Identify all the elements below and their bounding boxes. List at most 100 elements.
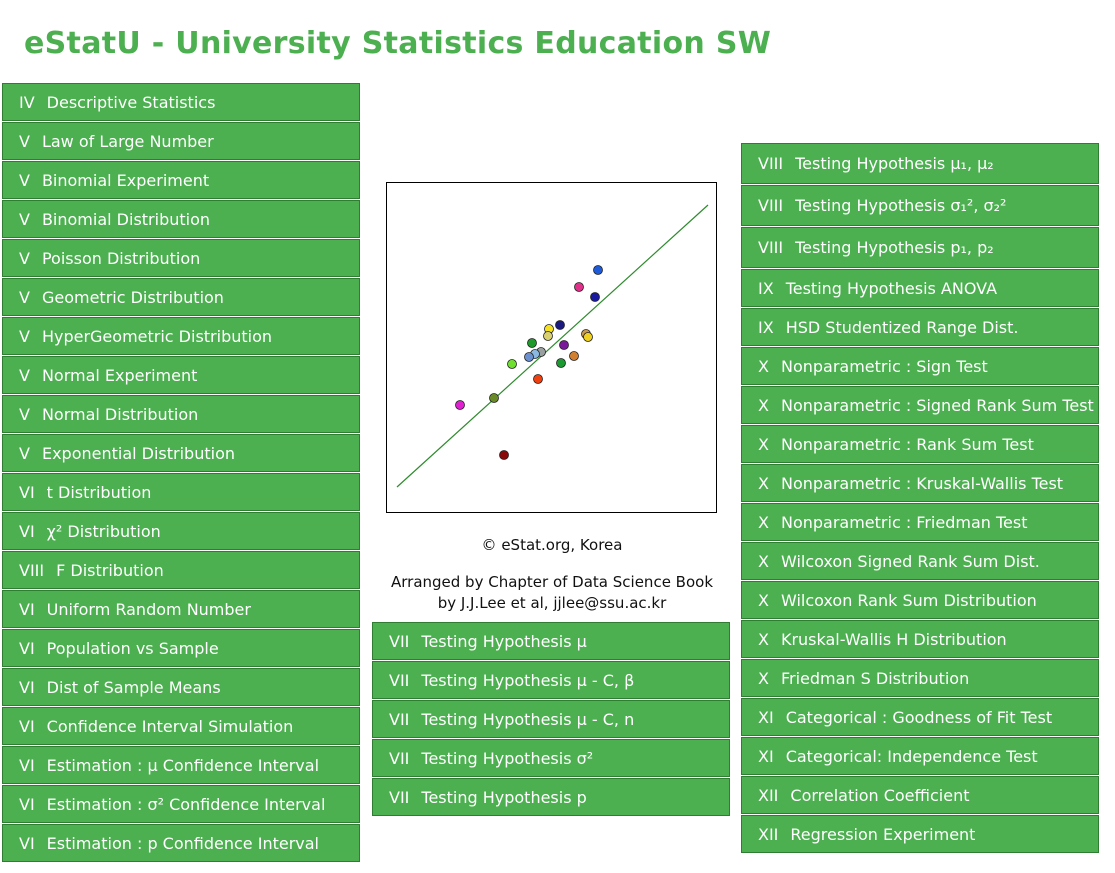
menu-button[interactable]: VII Testing Hypothesis μ [372,622,730,660]
menu-button[interactable]: VI Estimation : p Confidence Interval [2,824,360,862]
menu-label: F Distribution [56,560,164,580]
left-menu: IV Descriptive Statistics V Law of Large Nu… [2,83,360,863]
menu-button[interactable]: VIII F Distribution [2,551,360,589]
menu-button[interactable]: V Exponential Distribution [2,434,360,472]
menu-button[interactable]: VI Confidence Interval Simulation [2,707,360,745]
app-title: eStatU - University Statistics Education… [24,26,772,61]
menu-button[interactable]: VII Testing Hypothesis σ² [372,739,730,777]
menu-button[interactable]: V Binomial Experiment [2,161,360,199]
chapter: V [19,365,30,385]
menu-button[interactable]: IX Testing Hypothesis ANOVA [741,269,1099,307]
menu-label: Geometric Distribution [41,287,224,307]
logo-line [396,204,709,488]
menu-button[interactable]: V Law of Large Number [2,122,360,160]
chapter: X [758,395,769,415]
menu-label: Testing Hypothesis μ - C, n [421,709,635,729]
menu-button[interactable]: X Friedman S Distribution [741,659,1099,697]
chapter: VIII [758,196,784,215]
chapter: X [758,629,769,649]
middle-menu: VII Testing Hypothesis μ VII Testing Hypoth… [372,622,730,817]
menu-button[interactable]: XII Correlation Coefficient [741,776,1099,814]
chapter: IX [758,317,774,337]
menu-label: Nonparametric : Friedman Test [780,512,1028,532]
menu-button[interactable]: VI Estimation : μ Confidence Interval [2,746,360,784]
menu-button[interactable]: XI Categorical : Goodness of Fit Test [741,698,1099,736]
menu-label: Confidence Interval Simulation [46,716,294,736]
chapter: XII [758,824,779,844]
chapter: X [758,551,769,571]
menu-label: Nonparametric : Rank Sum Test [780,434,1034,454]
right-menu: VIII Testing Hypothesis μ₁, μ₂ VIII Testing… [741,143,1099,854]
menu-label: HyperGeometric Distribution [41,326,273,346]
menu-label: t Distribution [46,482,152,502]
menu-button[interactable]: VI Dist of Sample Means [2,668,360,706]
menu-button[interactable]: X Wilcoxon Rank Sum Distribution [741,581,1099,619]
chapter: XI [758,746,774,766]
chapter: V [19,248,30,268]
chapter: X [758,512,769,532]
menu-label: Testing Hypothesis ANOVA [785,278,998,298]
menu-label: Estimation : p Confidence Interval [46,833,319,853]
chapter: IV [19,92,35,112]
menu-button[interactable]: X Nonparametric : Sign Test [741,347,1099,385]
chapter: X [758,473,769,493]
chapter: VIII [758,154,784,173]
credit-line: Arranged by Chapter of Data Science Book [390,573,714,591]
menu-button[interactable]: XI Categorical: Independence Test [741,737,1099,775]
menu-button[interactable]: VIII Testing Hypothesis μ₁, μ₂ [741,143,1099,184]
logo-dots [455,265,603,460]
menu-button[interactable]: VI χ² Distribution [2,512,360,550]
menu-label: Testing Hypothesis μ [421,631,587,651]
chapter: VII [389,709,410,729]
menu-button[interactable]: VII Testing Hypothesis μ - C, n [372,700,730,738]
menu-label: Nonparametric : Sign Test [780,356,988,376]
menu-button[interactable]: VII Testing Hypothesis μ - C, β [372,661,730,699]
menu-button[interactable]: V Binomial Distribution [2,200,360,238]
menu-label: Wilcoxon Signed Rank Sum Dist. [780,551,1040,571]
menu-button[interactable]: VI Estimation : σ² Confidence Interval [2,785,360,823]
menu-label: Binomial Distribution [41,209,211,229]
menu-button[interactable]: VI Uniform Random Number [2,590,360,628]
menu-button[interactable]: X Kruskal-Wallis H Distribution [741,620,1099,658]
menu-button[interactable]: V Normal Distribution [2,395,360,433]
menu-label: Correlation Coefficient [790,785,970,805]
menu-button[interactable]: V Normal Experiment [2,356,360,394]
menu-button[interactable]: V Geometric Distribution [2,278,360,316]
menu-button[interactable]: VI Population vs Sample [2,629,360,667]
menu-button[interactable]: IX HSD Studentized Range Dist. [741,308,1099,346]
menu-button[interactable]: IV Descriptive Statistics [2,83,360,121]
menu-button[interactable]: X Nonparametric : Signed Rank Sum Test [741,386,1099,424]
menu-button[interactable]: X Wilcoxon Signed Rank Sum Dist. [741,542,1099,580]
menu-label: Testing Hypothesis μ₁, μ₂ [795,154,994,173]
chapter: V [19,170,30,190]
menu-label: Binomial Experiment [41,170,210,190]
menu-label: Testing Hypothesis p [421,787,587,807]
menu-button[interactable]: X Nonparametric : Kruskal-Wallis Test [741,464,1099,502]
menu-button[interactable]: VIII Testing Hypothesis σ₁², σ₂² [741,185,1099,226]
chapter: VI [19,521,35,541]
chapter: VI [19,716,35,736]
menu-button[interactable]: V HyperGeometric Distribution [2,317,360,355]
menu-label: χ² Distribution [46,521,161,541]
menu-label: Normal Experiment [41,365,198,385]
menu-button[interactable]: X Nonparametric : Friedman Test [741,503,1099,541]
menu-button[interactable]: VII Testing Hypothesis p [372,778,730,816]
menu-label: Uniform Random Number [46,599,251,619]
chapter: VII [389,670,410,690]
menu-label: Friedman S Distribution [780,668,970,688]
menu-button[interactable]: X Nonparametric : Rank Sum Test [741,425,1099,463]
menu-button[interactable]: V Poisson Distribution [2,239,360,277]
menu-button[interactable]: VI t Distribution [2,473,360,511]
chapter: VI [19,482,35,502]
menu-button[interactable]: XII Regression Experiment [741,815,1099,853]
menu-button[interactable]: VIII Testing Hypothesis p₁, p₂ [741,227,1099,268]
chapter: V [19,287,30,307]
chapter: VIII [758,238,784,257]
menu-label: Exponential Distribution [41,443,235,463]
chapter: VII [389,631,410,651]
chapter: V [19,443,30,463]
menu-label: Normal Distribution [41,404,199,424]
menu-label: Categorical: Independence Test [785,746,1038,766]
menu-label: Dist of Sample Means [46,677,221,697]
